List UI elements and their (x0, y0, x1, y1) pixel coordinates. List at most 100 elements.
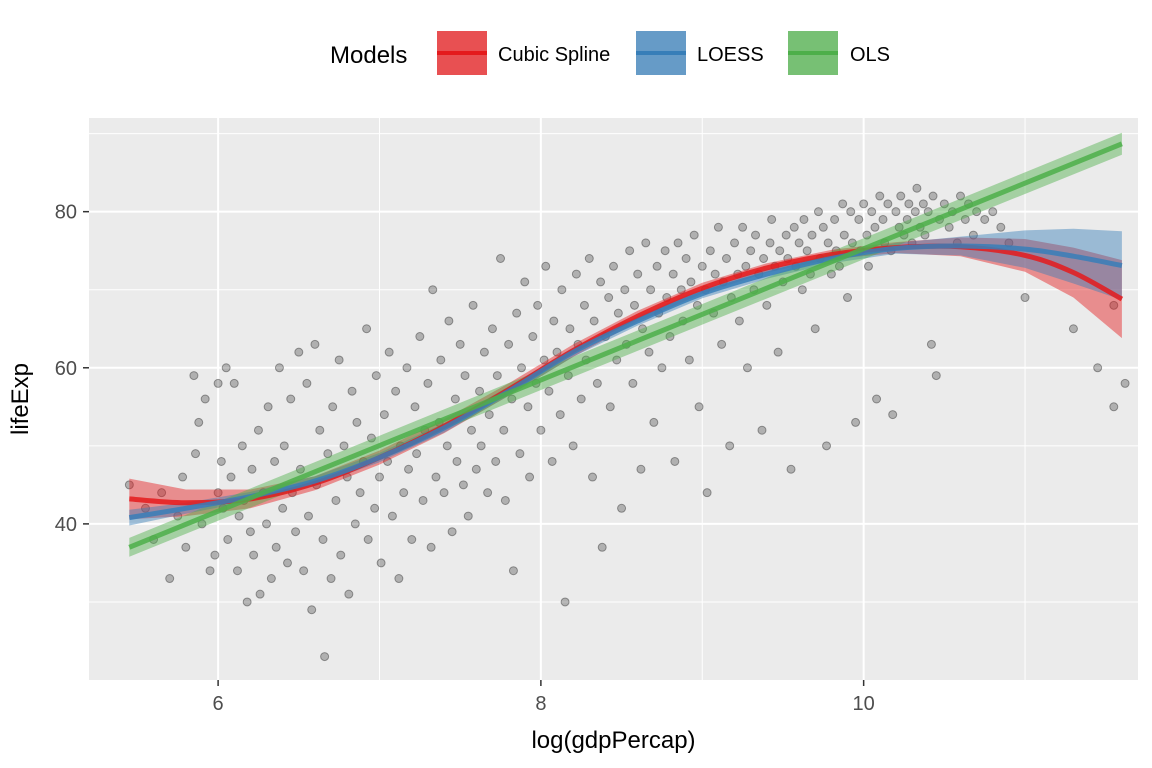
data-point (384, 347, 394, 357)
data-point (629, 300, 639, 310)
data-point (205, 566, 215, 576)
data-point (399, 488, 409, 498)
data-point (612, 355, 622, 365)
data-point (657, 363, 667, 373)
data-point (694, 402, 704, 412)
data-point (387, 511, 397, 521)
data-point (684, 355, 694, 365)
y-axis-title: lifeExp (7, 363, 34, 435)
data-point (944, 222, 954, 232)
data-point (504, 339, 514, 349)
data-point (242, 597, 252, 607)
data-point (191, 449, 201, 459)
data-point (541, 261, 551, 271)
data-point (875, 191, 885, 201)
data-point (692, 300, 702, 310)
data-point (344, 589, 354, 599)
data-point (1093, 363, 1103, 373)
data-point (568, 441, 578, 451)
data-point (767, 214, 777, 224)
data-point (649, 417, 659, 427)
data-point (476, 441, 486, 451)
data-point (762, 300, 772, 310)
data-point (867, 207, 877, 217)
data-point (697, 261, 707, 271)
data-point (794, 238, 804, 248)
data-point (124, 480, 134, 490)
data-point (515, 449, 525, 459)
data-point (988, 207, 998, 217)
data-point (734, 316, 744, 326)
legend-title: Models (330, 42, 407, 69)
data-point (904, 199, 914, 209)
data-point (271, 542, 281, 552)
confidence-ribbon (129, 237, 1122, 520)
data-point (181, 542, 191, 552)
data-point (571, 269, 581, 279)
data-point (613, 308, 623, 318)
data-point (323, 449, 333, 459)
data-point (487, 324, 497, 334)
series-line (128, 243, 1123, 521)
data-point (563, 371, 573, 381)
data-point (326, 574, 336, 584)
data-point (463, 511, 473, 521)
legend-label: OLS (850, 44, 890, 66)
data-point (402, 363, 412, 373)
data-point (391, 386, 401, 396)
data-point (596, 277, 606, 287)
data-point (846, 207, 856, 217)
data-point (266, 574, 276, 584)
data-point (813, 207, 823, 217)
data-point (738, 222, 748, 232)
data-point (1109, 300, 1119, 310)
data-point (609, 261, 618, 271)
data-point (436, 355, 446, 365)
data-point (888, 410, 898, 420)
data-point (270, 456, 280, 466)
data-point (807, 230, 817, 240)
data-point (638, 324, 648, 334)
data-point (851, 417, 861, 427)
data-point (980, 214, 990, 224)
data-point (751, 230, 761, 240)
data-point (226, 472, 236, 482)
data-point (549, 316, 559, 326)
data-point (717, 339, 727, 349)
data-point (565, 324, 575, 334)
data-point (830, 214, 840, 224)
data-point (918, 199, 928, 209)
data-point (355, 488, 365, 498)
data-point (444, 316, 454, 326)
data-point (789, 222, 799, 232)
data-point (499, 425, 509, 435)
data-point (926, 339, 936, 349)
data-point (676, 285, 686, 295)
data-point (533, 300, 543, 310)
data-point (636, 464, 646, 474)
y-tick-label: 80 (55, 202, 77, 224)
data-point (253, 425, 263, 435)
data-point (689, 230, 699, 240)
data-point (896, 191, 906, 201)
data-point (996, 222, 1006, 232)
data-point (366, 433, 376, 443)
data-point (450, 394, 460, 404)
data-point (597, 542, 607, 552)
model-lines (128, 141, 1124, 550)
data-point (294, 347, 304, 357)
data-point (823, 238, 833, 248)
data-point (605, 402, 615, 412)
y-tick-label: 60 (55, 358, 77, 380)
data-point (189, 371, 199, 381)
legend: Models Cubic Spline LOESS OLS (330, 31, 890, 75)
data-point (625, 246, 635, 256)
data-point (579, 300, 589, 310)
data-point (910, 207, 920, 217)
data-point (479, 347, 489, 357)
data-point (702, 488, 712, 498)
data-point (759, 254, 769, 263)
data-point (279, 441, 289, 451)
data-point (862, 230, 872, 240)
data-point (617, 503, 627, 513)
